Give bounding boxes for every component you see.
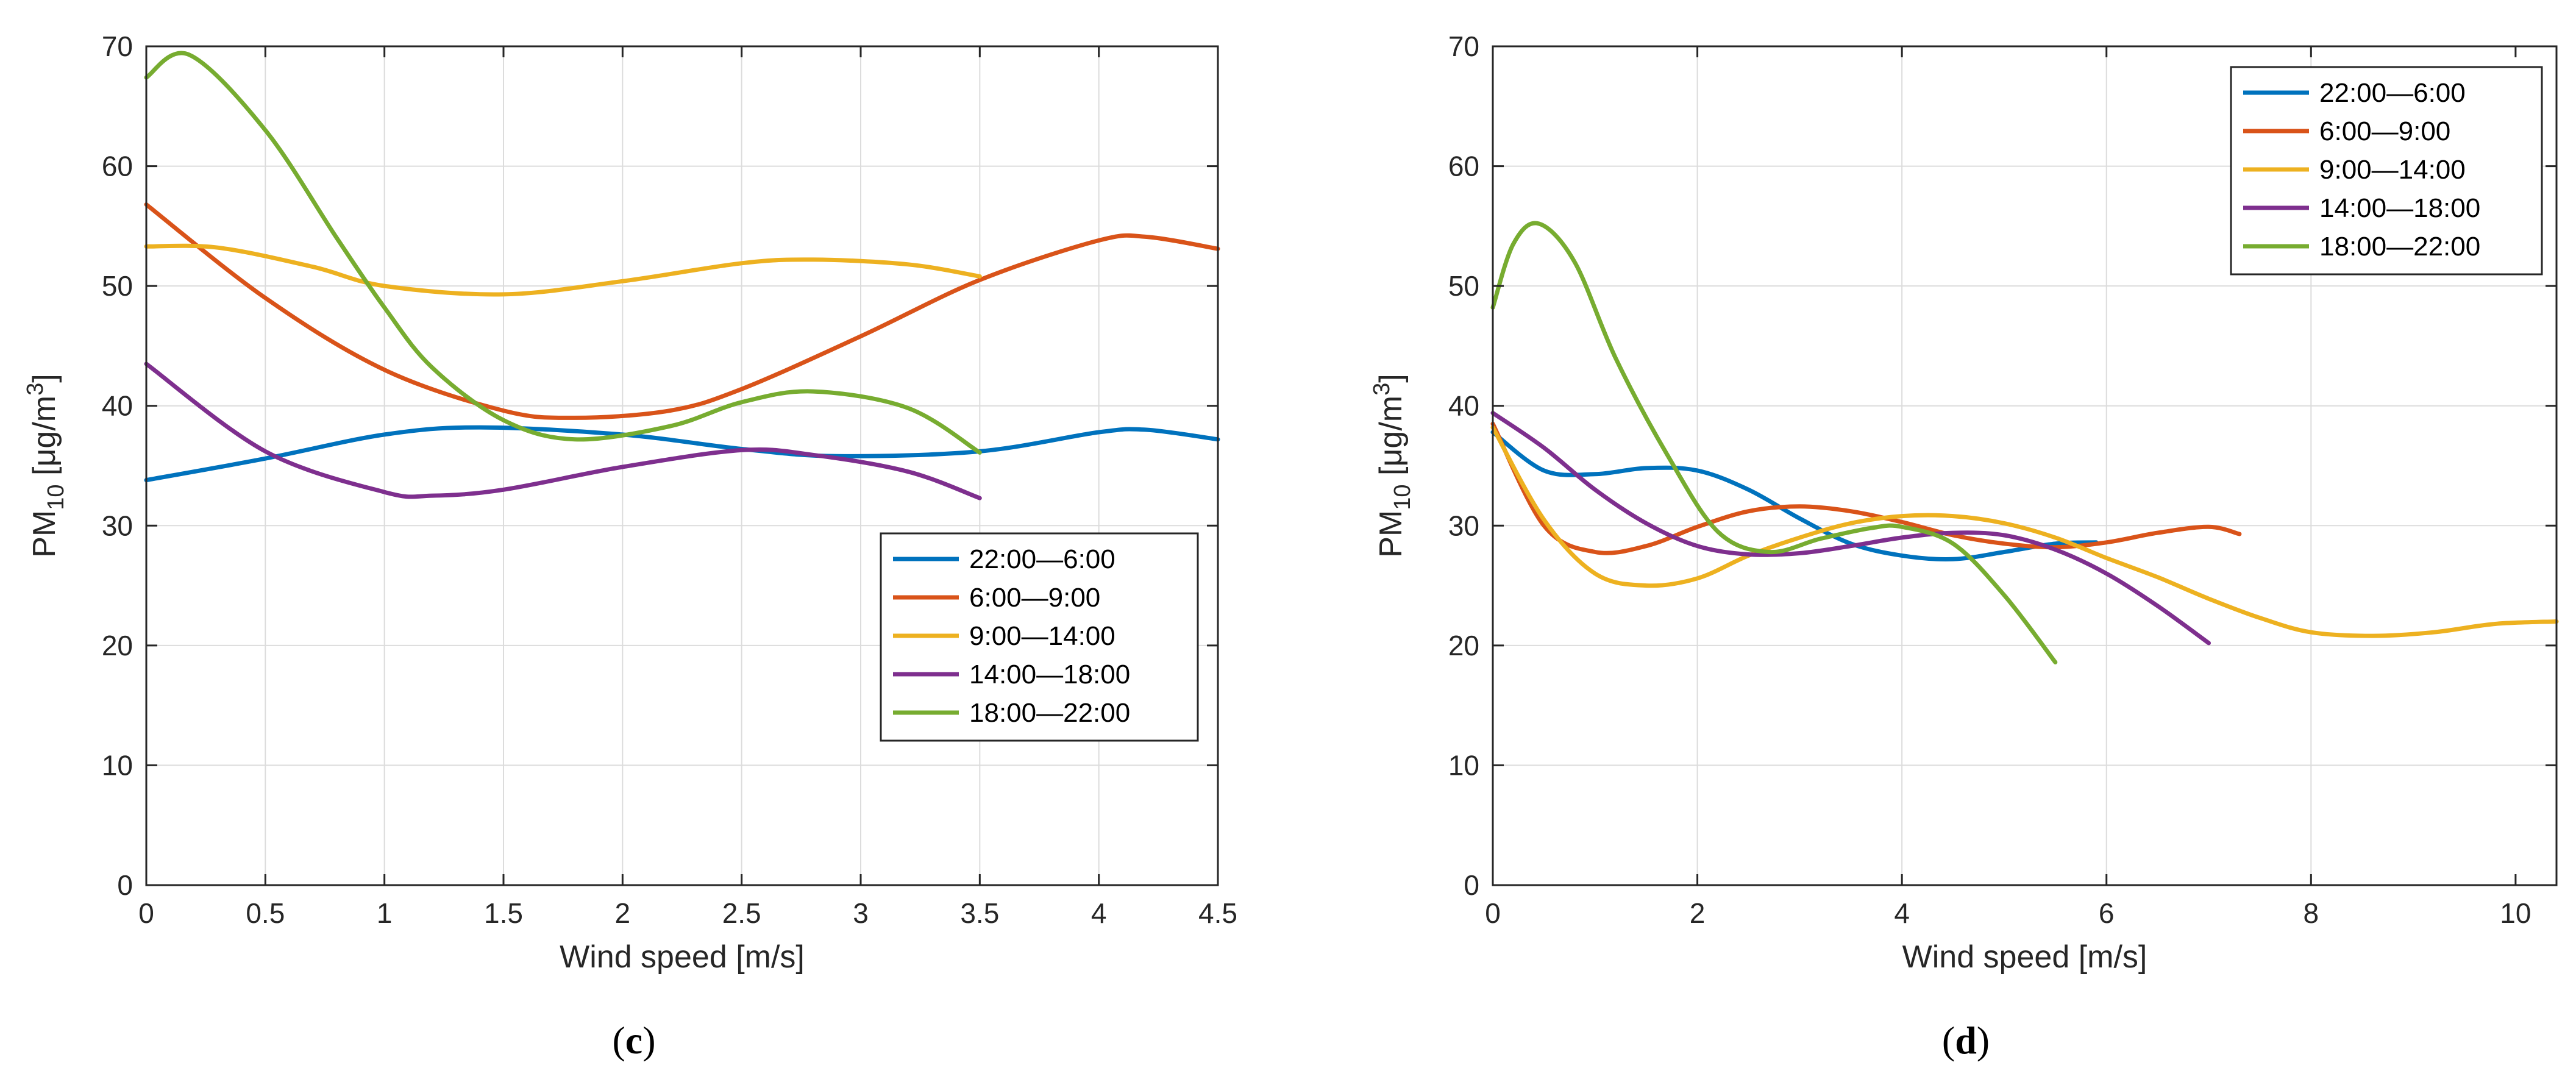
y-axis-label: PM10 [μg/m3]	[23, 374, 69, 557]
panel-label: (c)	[612, 1019, 655, 1062]
series-line-2	[144, 243, 982, 297]
series-line-3	[1490, 411, 2211, 646]
legend-label-1: 6:00—9:00	[2319, 116, 2450, 146]
x-tick-label: 8	[2304, 897, 2319, 929]
y-tick-label: 0	[117, 869, 133, 901]
x-tick-label: 2	[615, 897, 631, 929]
legend: 22:00—6:00 6:00—9:00 9:00—14:00 14:00—18:00…	[880, 532, 1199, 742]
series-line-1	[144, 202, 1220, 420]
series-line-4	[1490, 221, 2058, 664]
y-tick-label: 20	[1448, 630, 1479, 661]
y-tick-label: 10	[102, 749, 133, 781]
chart-d: 0 2 4 6 8 10 0 10 20 30 40 50 60 70 Wind speed [m/s] PM…	[1369, 30, 2559, 1062]
series-line-1	[1490, 421, 2242, 555]
legend-label-3: 14:00—18:00	[969, 660, 1130, 689]
y-tick-label: 50	[1448, 270, 1479, 302]
y-axis-label: PM10 [μg/m3]	[1369, 374, 1415, 557]
axes-frame	[145, 45, 1219, 886]
legend-label-2: 9:00—14:00	[2319, 155, 2466, 185]
series-line-3	[144, 361, 982, 500]
x-tick-label: 0.5	[246, 897, 285, 929]
x-tick-label: 2.5	[722, 897, 761, 929]
axes-frame	[1492, 45, 2558, 886]
x-tick-label: 1.5	[484, 897, 523, 929]
x-axis-label: Wind speed [m/s]	[1902, 939, 2147, 975]
x-tick-label: 6	[2099, 897, 2115, 929]
series-line-4	[144, 51, 982, 455]
series-line-2	[1490, 425, 2559, 638]
x-axis-label: Wind speed [m/s]	[560, 939, 805, 975]
y-tick-label: 20	[102, 630, 133, 661]
y-tick-label: 10	[1448, 749, 1479, 781]
legend-label-1: 6:00—9:00	[969, 583, 1100, 613]
x-tick-label: 3	[853, 897, 869, 929]
y-tick-label: 60	[102, 151, 133, 182]
series-line-0	[1490, 430, 2099, 561]
legend-label-4: 18:00—22:00	[2319, 232, 2480, 262]
legend-label-4: 18:00—22:00	[969, 698, 1130, 728]
x-tick-label: 0	[138, 897, 154, 929]
y-tick-label: 70	[1448, 30, 1479, 62]
x-tick-label: 2	[1690, 897, 1706, 929]
y-tick-label: 30	[102, 510, 133, 541]
y-tick-label: 40	[102, 390, 133, 422]
series-line-0	[144, 425, 1220, 483]
x-tick-label: 10	[2500, 897, 2531, 929]
legend-label-0: 22:00—6:00	[969, 544, 1115, 574]
x-tick-label: 4	[1091, 897, 1107, 929]
x-tick-label: 0	[1485, 897, 1501, 929]
chart-c: 0 0.5 1 1.5 2 2.5 3 3.5 4 4.5 0 10 20 30 40 50 60 70 Wind …	[23, 30, 1237, 1062]
legend-label-2: 9:00—14:00	[969, 621, 1115, 651]
x-tick-label: 4.5	[1198, 897, 1237, 929]
x-tick-label: 3.5	[960, 897, 999, 929]
y-tick-label: 50	[102, 270, 133, 302]
y-tick-label: 0	[1464, 869, 1479, 901]
plot-area	[146, 46, 1218, 885]
legend-label-3: 14:00—18:00	[2319, 193, 2480, 223]
x-tick-label: 1	[377, 897, 393, 929]
y-tick-label: 40	[1448, 390, 1479, 422]
legend-label-0: 22:00—6:00	[2319, 78, 2466, 108]
legend: 22:00—6:00 6:00—9:00 9:00—14:00 14:00—18:00…	[2230, 66, 2543, 276]
y-tick-label: 70	[102, 30, 133, 62]
panel-label: (d)	[1942, 1019, 1990, 1062]
y-tick-label: 60	[1448, 151, 1479, 182]
y-tick-label: 30	[1448, 510, 1479, 541]
x-tick-label: 4	[1894, 897, 1910, 929]
